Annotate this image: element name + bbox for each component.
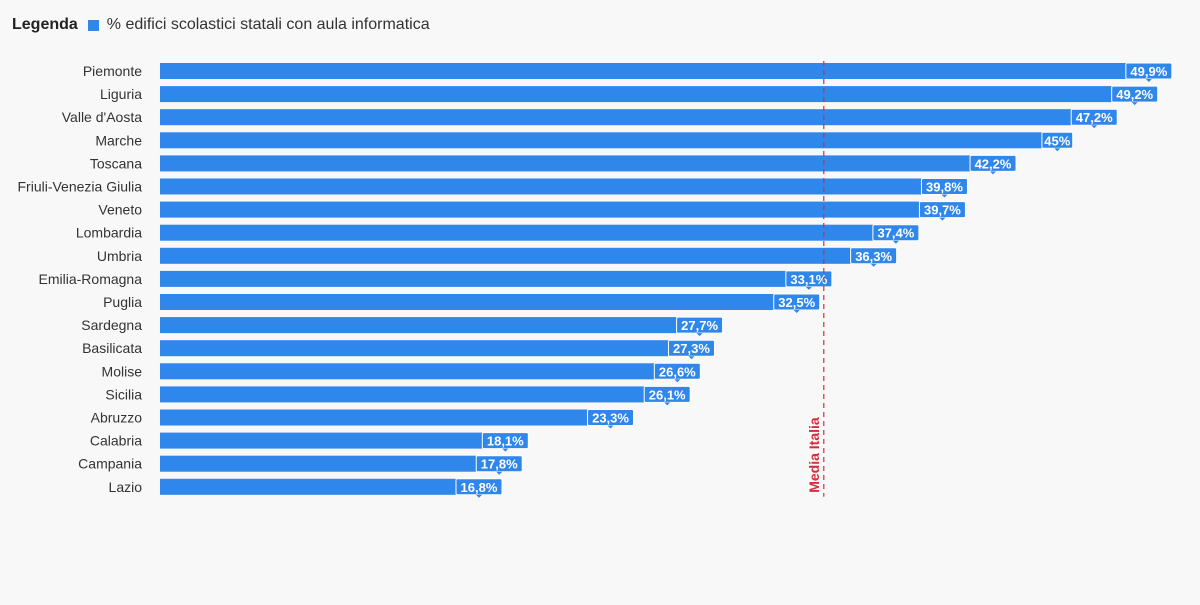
value-label: 23,3%	[592, 411, 629, 426]
value-label: 17,8%	[481, 457, 518, 472]
category-label: Sardegna	[81, 317, 142, 333]
category-label: Valle d'Aosta	[62, 109, 142, 125]
bar	[160, 155, 1015, 172]
value-label: 26,1%	[649, 387, 686, 402]
category-label: Abruzzo	[91, 410, 143, 426]
category-label: Umbria	[97, 248, 142, 264]
value-label-pointer	[1054, 148, 1061, 152]
bar	[160, 63, 1170, 79]
bar	[160, 201, 964, 218]
bar	[160, 86, 1156, 103]
value-label: 27,3%	[673, 341, 710, 356]
category-label: Lazio	[109, 479, 143, 495]
reference-line-label: Media Italia	[806, 417, 822, 493]
bar	[160, 478, 500, 495]
value-label: 42,2%	[975, 156, 1012, 171]
bar	[160, 224, 917, 241]
bar	[160, 363, 699, 380]
value-label: 49,2%	[1116, 87, 1153, 102]
value-label-pointer	[502, 448, 509, 452]
category-label: Campania	[78, 456, 142, 472]
value-label-pointer	[496, 471, 503, 475]
legend: Legenda % edifici scolastici statali con…	[12, 14, 430, 36]
bar	[160, 132, 1071, 149]
value-label-pointer	[475, 494, 482, 498]
value-label: 39,8%	[926, 180, 963, 195]
legend-title: Legenda	[12, 16, 78, 33]
bar	[160, 294, 818, 310]
value-label: 47,2%	[1076, 110, 1113, 125]
value-label: 39,7%	[924, 203, 961, 218]
value-label-pointer	[607, 425, 614, 429]
category-label: Emilia-Romagna	[39, 271, 143, 287]
value-label: 49,9%	[1130, 64, 1167, 79]
bar	[160, 409, 632, 426]
value-label: 26,6%	[659, 364, 696, 379]
category-label: Puglia	[103, 294, 142, 310]
value-label-pointer	[941, 194, 948, 198]
category-label: Basilicata	[82, 340, 142, 356]
value-label-pointer	[892, 240, 899, 244]
bar	[160, 247, 895, 264]
category-label: Liguria	[100, 86, 142, 102]
bar	[160, 455, 521, 472]
value-label: 16,8%	[461, 480, 498, 495]
value-label-pointer	[870, 263, 877, 267]
category-label: Sicilia	[105, 386, 142, 402]
value-label-pointer	[990, 171, 997, 175]
value-label-pointer	[805, 286, 812, 290]
value-label-pointer	[1091, 125, 1098, 129]
legend-swatch-icon	[87, 19, 99, 31]
value-label: 18,1%	[487, 434, 524, 449]
bar	[160, 432, 527, 449]
value-label: 27,7%	[681, 318, 718, 333]
value-label-pointer	[939, 217, 946, 221]
value-label-pointer	[696, 333, 703, 337]
category-label: Calabria	[90, 433, 142, 449]
category-label: Veneto	[98, 202, 142, 218]
category-label: Lombardia	[76, 225, 142, 241]
bar	[160, 178, 966, 195]
legend-series-label: % edifici scolastici statali con aula in…	[106, 16, 430, 33]
bar	[160, 270, 830, 287]
bar	[160, 109, 1116, 126]
value-label-pointer	[1131, 102, 1138, 106]
category-label: Toscana	[90, 155, 142, 171]
value-label: 45%	[1044, 133, 1070, 148]
value-label-pointer	[688, 356, 695, 360]
value-label: 36,3%	[855, 249, 892, 264]
bar	[160, 386, 689, 403]
value-label: 37,4%	[877, 226, 914, 241]
category-label: Friuli-Venezia Giulia	[18, 179, 143, 195]
category-label: Marche	[95, 132, 142, 148]
bar	[160, 317, 721, 334]
value-label: 32,5%	[778, 295, 815, 310]
value-label-pointer	[664, 402, 671, 406]
category-label: Piemonte	[83, 63, 142, 79]
category-label: Molise	[102, 363, 143, 379]
value-label-pointer	[793, 310, 800, 313]
value-label-pointer	[674, 379, 681, 383]
value-label: 33,1%	[790, 272, 827, 287]
value-label-pointer	[1145, 79, 1152, 82]
bar	[160, 340, 713, 357]
